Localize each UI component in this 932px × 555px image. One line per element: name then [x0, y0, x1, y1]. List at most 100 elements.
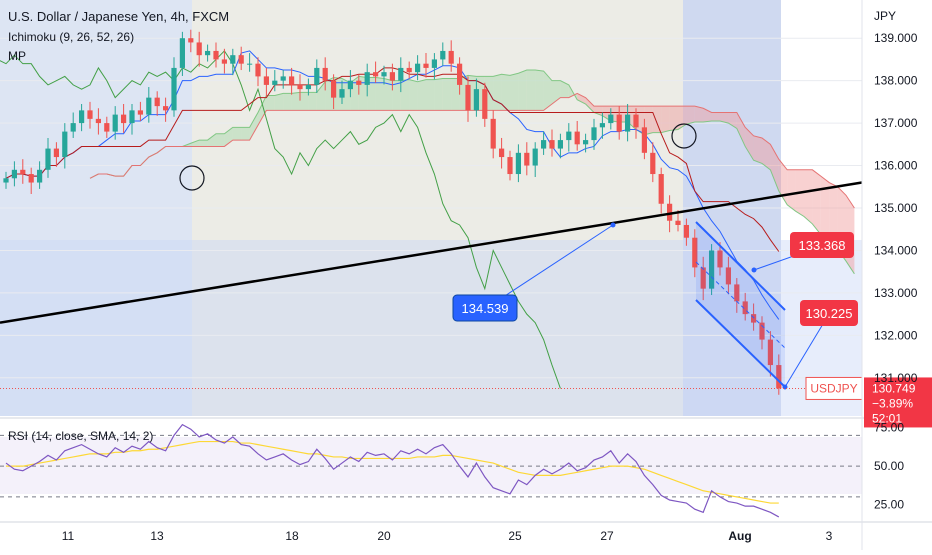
candle-body[interactable] — [171, 67, 177, 111]
channel-fill[interactable] — [696, 222, 785, 387]
candle-body[interactable] — [364, 72, 370, 85]
candle-body[interactable] — [415, 63, 421, 73]
callout-label[interactable]: 130.225 — [806, 306, 853, 321]
candle-body[interactable] — [591, 127, 597, 141]
candle-body[interactable] — [482, 89, 488, 119]
candle-body[interactable] — [549, 140, 555, 149]
marker-circle[interactable] — [671, 123, 697, 149]
candle-body[interactable] — [616, 114, 622, 132]
candle-body[interactable] — [146, 97, 152, 115]
callout-anchor[interactable] — [751, 267, 757, 273]
candle-body[interactable] — [205, 50, 211, 56]
candle-body[interactable] — [230, 55, 236, 64]
trendline[interactable] — [0, 181, 863, 324]
candle-body[interactable] — [599, 123, 605, 128]
channel-lower[interactable] — [695, 299, 786, 388]
callout-box[interactable] — [790, 232, 854, 258]
candle-body[interactable] — [709, 250, 715, 289]
candle-body[interactable] — [759, 322, 765, 340]
candle-body[interactable] — [53, 148, 59, 158]
candle-body[interactable] — [37, 169, 43, 183]
candle-body[interactable] — [272, 80, 278, 85]
candle-body[interactable] — [381, 72, 387, 77]
callout-leader[interactable] — [784, 313, 830, 388]
candle-body[interactable] — [79, 110, 85, 124]
candle-body[interactable] — [734, 284, 740, 302]
candle-body[interactable] — [692, 237, 698, 268]
candle-body[interactable] — [499, 148, 505, 158]
candle-body[interactable] — [431, 59, 437, 68]
candle-body[interactable] — [331, 80, 337, 98]
candle-body[interactable] — [3, 178, 9, 183]
candle-body[interactable] — [633, 114, 639, 128]
candle-body[interactable] — [658, 174, 664, 204]
candle-body[interactable] — [490, 118, 496, 149]
candle-body[interactable] — [448, 50, 454, 64]
candle-body[interactable] — [11, 169, 17, 179]
rsi-line[interactable] — [5, 423, 780, 518]
candle-body[interactable] — [641, 127, 647, 153]
rsi-ma-line[interactable] — [6, 440, 779, 504]
candle-body[interactable] — [423, 63, 429, 68]
candle-body[interactable] — [347, 80, 353, 90]
candle-body[interactable] — [314, 67, 320, 85]
candle-body[interactable] — [767, 339, 773, 366]
marker-circle[interactable] — [179, 165, 205, 191]
candle-body[interactable] — [398, 67, 404, 81]
candle-body[interactable] — [20, 169, 26, 175]
candle-body[interactable] — [751, 314, 757, 323]
candle-body[interactable] — [255, 63, 261, 77]
candle-body[interactable] — [95, 118, 101, 124]
candle-body[interactable] — [70, 123, 76, 132]
candle-body[interactable] — [62, 131, 68, 158]
candle-body[interactable] — [440, 50, 446, 60]
candle-body[interactable] — [650, 152, 656, 175]
candle-body[interactable] — [473, 89, 479, 111]
candle-body[interactable] — [297, 84, 303, 90]
candle-body[interactable] — [356, 80, 362, 85]
candle-body[interactable] — [263, 76, 269, 85]
candle-body[interactable] — [129, 110, 135, 124]
candle-body[interactable] — [507, 157, 513, 175]
candle-body[interactable] — [305, 84, 311, 90]
candle-body[interactable] — [675, 220, 681, 225]
callout-label[interactable]: 133.368 — [799, 238, 846, 253]
candle-body[interactable] — [541, 140, 547, 149]
candle-body[interactable] — [45, 148, 51, 170]
candle-body[interactable] — [515, 152, 521, 175]
candle-body[interactable] — [213, 50, 219, 60]
candle-body[interactable] — [583, 140, 589, 145]
drawings[interactable]: 134.539 133.368 130.225 USDJPY 130.749−3.89%… — [0, 123, 932, 428]
candle-body[interactable] — [625, 114, 631, 132]
candle-body[interactable] — [389, 72, 395, 81]
candle-body[interactable] — [112, 114, 118, 132]
ichimoku-legend[interactable]: Ichimoku (9, 26, 52, 26) — [8, 30, 134, 44]
candle-body[interactable] — [725, 267, 731, 285]
candle-body[interactable] — [373, 72, 379, 77]
candle-body[interactable] — [776, 365, 782, 389]
candle-body[interactable] — [104, 123, 110, 132]
candle-body[interactable] — [322, 67, 328, 81]
candle-body[interactable] — [289, 76, 295, 85]
candle-body[interactable] — [742, 301, 748, 315]
candle-body[interactable] — [188, 38, 194, 43]
candle-body[interactable] — [667, 203, 673, 221]
rsi-legend[interactable]: RSI (14, close, SMA, 14, 2) — [8, 429, 153, 443]
candle-body[interactable] — [247, 63, 253, 65]
candle-body[interactable] — [524, 152, 530, 166]
candlesticks[interactable] — [3, 29, 782, 395]
candle-body[interactable] — [238, 55, 244, 64]
candle-body[interactable] — [406, 67, 412, 73]
candle-body[interactable] — [154, 97, 160, 107]
candle-body[interactable] — [457, 63, 463, 85]
callout-box[interactable] — [800, 300, 858, 326]
callout-label[interactable]: 134.539 — [462, 301, 509, 316]
candle-body[interactable] — [717, 250, 723, 268]
candle-body[interactable] — [683, 224, 689, 238]
candle-body[interactable] — [574, 131, 580, 145]
candle-body[interactable] — [28, 174, 34, 183]
candle-body[interactable] — [221, 59, 227, 64]
candle-body[interactable] — [280, 76, 286, 81]
mp-legend[interactable]: MP — [8, 49, 26, 63]
